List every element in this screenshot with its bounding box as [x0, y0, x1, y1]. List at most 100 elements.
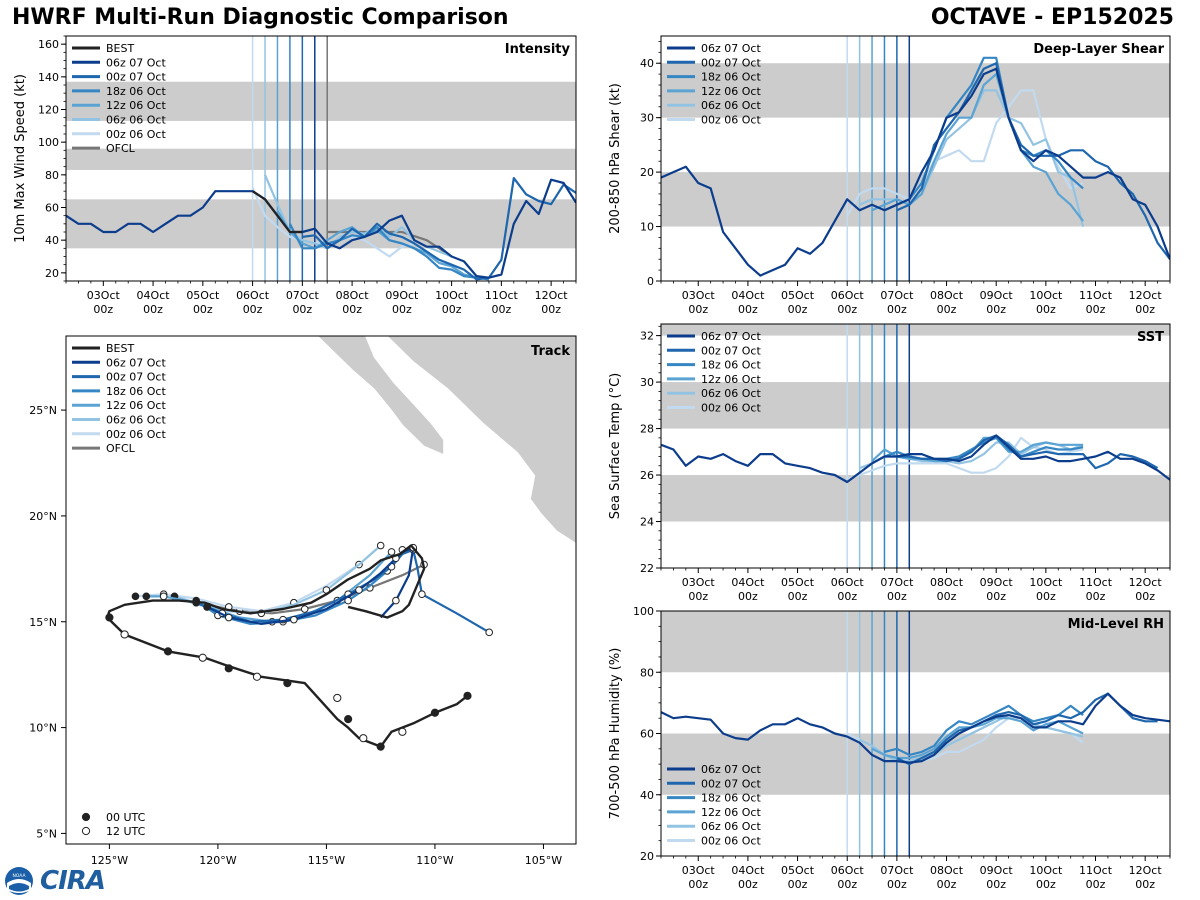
track-plot-area: [66, 336, 576, 844]
rh-ytick-label: 80: [640, 666, 654, 679]
rh-legend-label: 12z 06 Oct: [701, 806, 761, 819]
sst-xtick-label: 06Oct: [831, 576, 865, 589]
sst-xtick-label: 08Oct: [930, 576, 964, 589]
intensity-legend-label: BEST: [106, 42, 134, 55]
sst-xtick-label: 09Oct: [980, 576, 1014, 589]
intensity-xtick-label: 11Oct: [485, 289, 519, 302]
shear-legend-label: 18z 06 Oct: [701, 71, 761, 84]
shear-ylabel: 200-850 hPa Shear (kt): [608, 83, 623, 234]
shear-xtick-sublabel: 00z: [788, 303, 808, 316]
track-marker-best: [344, 715, 353, 724]
track-marker-06z-07-oct: [224, 613, 233, 622]
rh-xtick-label: 08Oct: [930, 864, 964, 877]
intensity-ytick-label: 80: [45, 169, 59, 182]
track-ytick-label: 20°N: [29, 510, 57, 523]
intensity-series-best: [251, 190, 303, 234]
intensity-ytick-label: 160: [38, 38, 59, 51]
track-xtick-label: 110°W: [416, 854, 453, 867]
sst-frame: [660, 323, 1171, 569]
intensity-xtick-sublabel: 00z: [193, 303, 213, 316]
intensity-ytick-label: 140: [38, 71, 59, 84]
rh-xtick-sublabel: 00z: [1086, 878, 1106, 891]
sst-legend-label: 00z 07 Oct: [701, 344, 761, 357]
sst-ytick-label: 30: [640, 376, 654, 389]
storm-title: OCTAVE - EP152025: [930, 5, 1174, 30]
rh-xtick-sublabel: 00z: [837, 878, 857, 891]
rh-xtick-sublabel: 00z: [937, 878, 957, 891]
shear-xtick-label: 03Oct: [682, 289, 716, 302]
intensity-series-00z-07-oct: [302, 177, 576, 281]
sst-xtick-label: 04Oct: [731, 576, 765, 589]
sst-xtick-label: 12Oct: [1129, 576, 1163, 589]
sst-ytick-label: 24: [640, 516, 654, 529]
track-marker-best: [359, 734, 368, 743]
track-ytick-label: 25°N: [29, 404, 57, 417]
rh-legend-label: 00z 07 Oct: [701, 777, 761, 790]
track-marker-06z-06-oct: [376, 541, 385, 550]
cira-logo: NOAA CIRA: [4, 866, 106, 896]
track-legend-label: 00z 07 Oct: [106, 371, 166, 384]
track-series-best: [105, 544, 469, 748]
sst-xtick-label: 07Oct: [880, 576, 914, 589]
sst-xtick-sublabel: 00z: [887, 590, 907, 603]
track-marker-12z-06-oct: [142, 592, 151, 601]
shear-xtick-label: 06Oct: [831, 289, 865, 302]
track-marker-00z-07-oct: [418, 590, 426, 599]
shear-ytick-label: 30: [640, 112, 654, 125]
track-legend-marker-12utc: [81, 826, 91, 836]
rh-xtick-label: 06Oct: [831, 864, 865, 877]
sst-xtick-label: 11Oct: [1079, 576, 1113, 589]
sst-plot-area: [661, 324, 1170, 568]
track-marker-best: [105, 613, 114, 622]
sst-band-0: [661, 475, 1170, 522]
track-marker-06z-07-oct: [290, 615, 298, 624]
shear-xtick-sublabel: 00z: [1036, 303, 1056, 316]
rh-xtick-label: 10Oct: [1029, 864, 1063, 877]
track-ytick-label: 10°N: [29, 722, 57, 735]
track-xtick-label: 120°W: [199, 854, 236, 867]
rh-xtick-label: 11Oct: [1079, 864, 1113, 877]
shear-legend-label: 00z 06 Oct: [701, 114, 761, 127]
track-legend-marker-label: 12 UTC: [106, 825, 146, 838]
rh-legend-label: 18z 06 Oct: [701, 792, 761, 805]
intensity-xtick-sublabel: 00z: [442, 303, 462, 316]
track-legend-marker-00utc: [81, 812, 91, 822]
track-marker-best: [120, 630, 129, 639]
intensity-xtick-sublabel: 00z: [93, 303, 113, 316]
sst-legend-label: 06z 06 Oct: [701, 387, 761, 400]
sst-legend-label: 12z 06 Oct: [701, 373, 761, 386]
intensity-xtick-label: 05Oct: [186, 289, 220, 302]
sst-ytick-label: 22: [640, 562, 654, 575]
track-marker-12z-06-oct: [387, 548, 396, 556]
shear-xtick-sublabel: 00z: [1135, 303, 1155, 316]
rh-xtick-label: 12Oct: [1129, 864, 1163, 877]
sst-series-00z-07-oct: [896, 434, 1159, 470]
shear-series-06z-07-oct: [661, 67, 1170, 277]
sst-xtick-sublabel: 00z: [788, 590, 808, 603]
shear-xtick-label: 05Oct: [781, 289, 815, 302]
shear-xtick-label: 08Oct: [930, 289, 964, 302]
intensity-series-06z-07-oct: [66, 178, 576, 279]
rh-xtick-label: 07Oct: [880, 864, 914, 877]
intensity-xtick-label: 10Oct: [435, 289, 469, 302]
track-xtick-label: 125°W: [91, 854, 128, 867]
shear-xtick-sublabel: 00z: [738, 303, 758, 316]
shear-xtick-label: 11Oct: [1079, 289, 1113, 302]
shear-series-12z-06-oct: [871, 72, 1084, 222]
panel-intensity: 20 40 60 80 100 120 140 160 10m Max Wind Speed (…: [13, 35, 577, 316]
track-legend-label: 06z 06 Oct: [106, 414, 166, 427]
track-land-1: [386, 336, 576, 544]
track-marker-best: [283, 679, 292, 688]
shear-plot-area: [661, 36, 1170, 281]
intensity-ytick-label: 20: [45, 267, 59, 280]
sst-band-2: [661, 324, 1170, 336]
rh-plot-area: [661, 611, 1170, 856]
rh-xtick-label: 09Oct: [980, 864, 1014, 877]
shear-series-18z-06-oct: [884, 56, 1084, 212]
sst-xtick-sublabel: 00z: [837, 590, 857, 603]
sst-xtick-label: 03Oct: [682, 576, 716, 589]
shear-xtick-sublabel: 00z: [937, 303, 957, 316]
intensity-ytick-label: 100: [38, 136, 59, 149]
shear-xtick-sublabel: 00z: [887, 303, 907, 316]
track-legend-marker-label: 00 UTC: [106, 811, 146, 824]
